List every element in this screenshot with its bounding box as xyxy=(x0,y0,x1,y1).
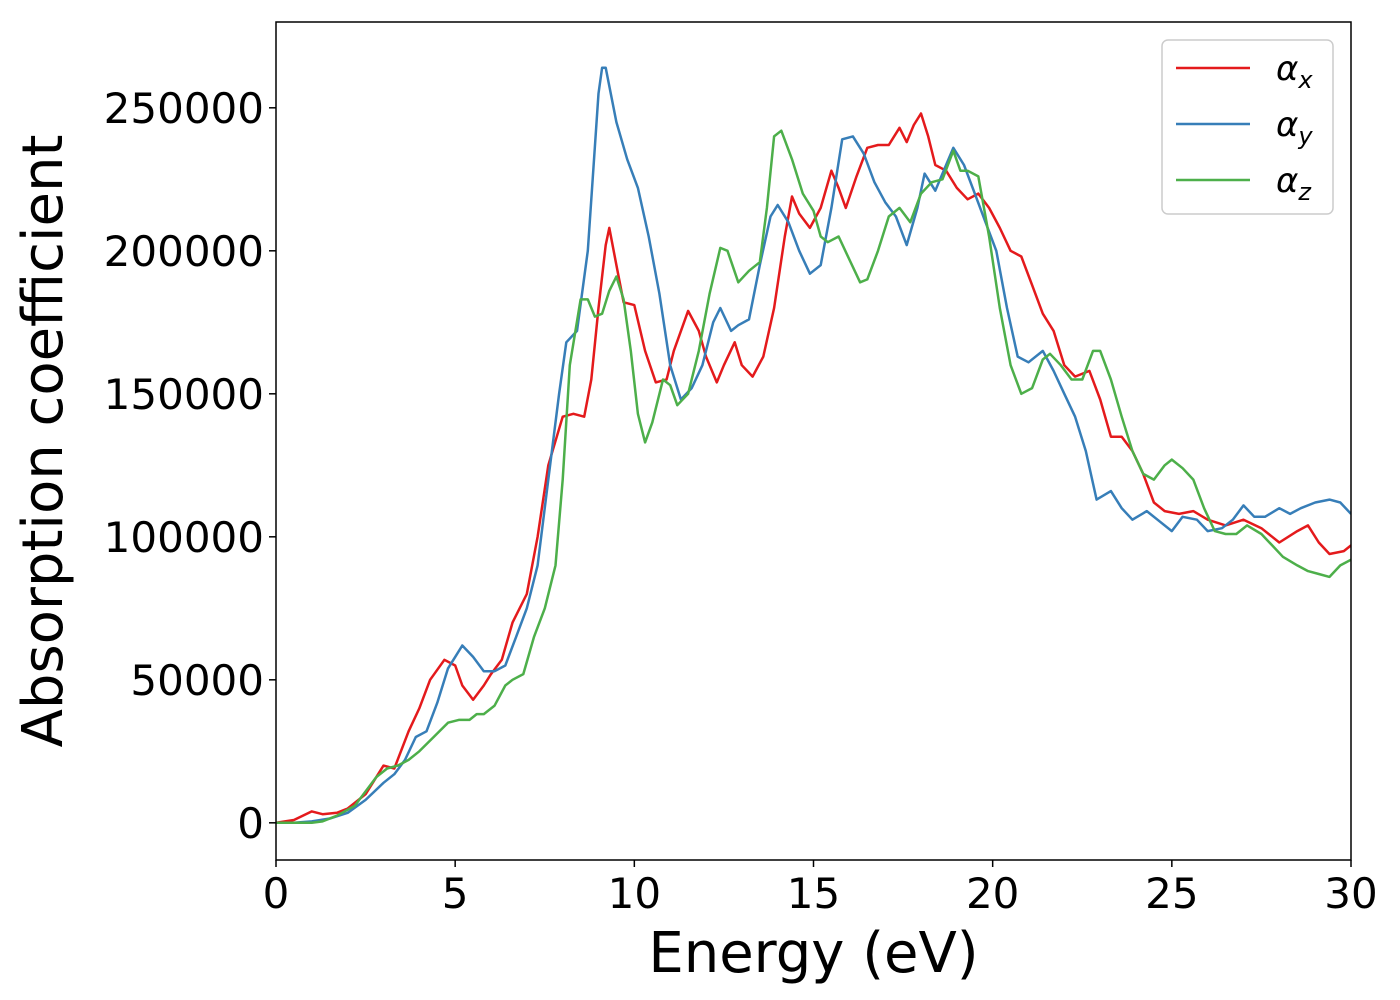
series-layer xyxy=(276,66,1351,825)
series-line-alpha-x xyxy=(276,112,1351,825)
x-tick-label: 10 xyxy=(608,869,661,918)
x-tick-label: 15 xyxy=(787,869,840,918)
y-tick-label: 250000 xyxy=(104,84,264,133)
x-tick-label: 25 xyxy=(1145,869,1198,918)
legend-label-alpha-x: αx xyxy=(1276,49,1313,94)
x-tick-label: 30 xyxy=(1324,869,1377,918)
legend-box xyxy=(1161,39,1334,215)
tick-layer: 0 5 10 15 20 25 30 0 50000 100000 150000 200000 2500… xyxy=(104,84,1378,918)
x-tick-label: 20 xyxy=(966,869,1019,918)
series-line-alpha-z xyxy=(276,129,1351,825)
y-tick-label: 50000 xyxy=(130,656,264,705)
x-tick-label: 5 xyxy=(442,869,469,918)
x-tick-label: 0 xyxy=(263,869,290,918)
x-axis-title: Energy (eV) xyxy=(648,921,978,986)
y-tick-label: 200000 xyxy=(104,227,264,276)
series-line-alpha-y xyxy=(276,66,1351,825)
y-tick-label: 0 xyxy=(237,799,264,848)
y-axis-title: Absorption coefficient xyxy=(11,135,76,748)
y-tick-label: 100000 xyxy=(104,513,264,562)
y-tick-label: 150000 xyxy=(104,370,264,419)
